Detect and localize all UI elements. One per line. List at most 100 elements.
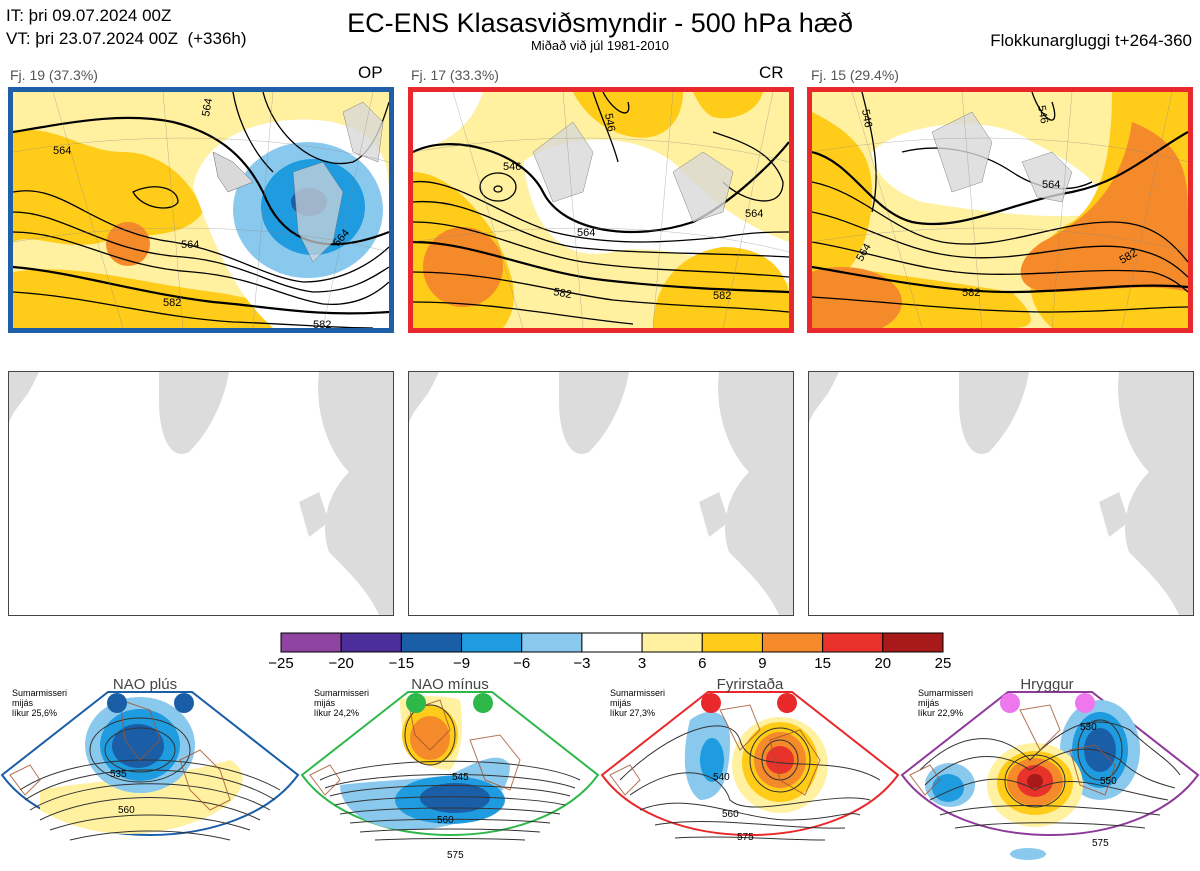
- colorbar-tick-label: 6: [698, 655, 707, 672]
- regime-3-note-line-3: líkur 27,3%: [610, 708, 656, 718]
- cluster-3-contour-label-5: 582: [962, 287, 980, 299]
- regime-1-title: NAO plús: [112, 676, 178, 693]
- regime-2-label-1: 545: [452, 772, 469, 783]
- land-mask-1: [9, 372, 393, 615]
- cluster-2-contour-label-4: 564: [745, 208, 763, 220]
- regime-4-label-3: 575: [1092, 838, 1109, 849]
- page-title: EC-ENS Klasasviðsmyndir - 500 hPa hæð: [347, 8, 853, 38]
- regime-3-label-3: 575: [737, 832, 754, 843]
- regime-ridge: 530 550 575 Hryggur Sumarmisseri mijás l…: [900, 670, 1200, 870]
- cluster-3-map: 546 546 564 564 582 582: [807, 87, 1193, 333]
- regime-3-title: Fyrirstaða: [716, 676, 784, 693]
- colorbar-segment: [761, 632, 824, 653]
- regime-2-note-line-1: Sumarmisseri: [314, 688, 370, 698]
- cluster-3-contour-label-4: 564: [1042, 179, 1060, 191]
- cluster-1-contour-label-6: 582: [313, 319, 331, 328]
- colorbar-segment: [280, 632, 342, 653]
- cluster-2-contour-label-6: 582: [713, 290, 731, 302]
- colorbar-tick-label: −6: [513, 655, 531, 672]
- regime-3-dot-left: [701, 693, 721, 713]
- colorbar-segment: [581, 632, 643, 653]
- cluster-2-contour-label-3: 564: [577, 227, 595, 239]
- regime-3-label-2: 560: [722, 809, 739, 820]
- cluster-1-map: 564 564 564 564 582 582: [8, 87, 394, 333]
- cluster-3-label: Fj. 15 (29.4%): [811, 67, 899, 83]
- regime-1-map: 535 560: [0, 691, 300, 841]
- colorbar-tick-label: −20: [328, 655, 354, 672]
- colorbar-tick-label: −25: [268, 655, 294, 672]
- regime-4-dot-left: [1000, 693, 1020, 713]
- cluster-2-tag: CR: [759, 63, 784, 82]
- regime-4-label-1: 530: [1080, 722, 1097, 733]
- land-mask-3: [809, 372, 1193, 615]
- colorbar-tick-label: 20: [874, 655, 892, 672]
- regime-2-dot-right: [473, 693, 493, 713]
- regime-1-note-line-2: mijás: [12, 698, 34, 708]
- regime-3-dot-right: [777, 693, 797, 713]
- regime-3-label-1: 540: [713, 772, 730, 783]
- regime-nao-plus: 535 560 NAO plús Sumarmisseri mijás líku…: [0, 670, 300, 870]
- regime-4-title: Hryggur: [1020, 676, 1074, 693]
- cluster-window: Flokkunargluggi t+264-360: [990, 31, 1192, 50]
- page-subtitle: Miðað við júl 1981-2010: [530, 38, 670, 53]
- colorbar-segment: [641, 632, 703, 653]
- colorbar-tick-label: 3: [637, 655, 647, 672]
- cluster-3-empty-map: [808, 371, 1194, 616]
- regime-4-note-line-2: mijás: [918, 698, 940, 708]
- cluster-2-label: Fj. 17 (33.3%): [411, 67, 499, 83]
- regime-2-label-2: 560: [437, 815, 454, 826]
- header-times: IT: þri 09.07.2024 00Z VT: þri 23.07.202…: [6, 4, 247, 50]
- colorbar-tick-label: 9: [758, 655, 767, 672]
- regime-2-map: 545 560 575: [300, 691, 600, 861]
- regime-4-label-2: 550: [1100, 776, 1117, 787]
- regime-4-map: 530 550 575: [900, 691, 1200, 860]
- cluster-1-contour-label-2: 564: [200, 97, 215, 117]
- regime-1-note-line-1: Sumarmisseri: [12, 688, 68, 698]
- regime-2-note-line-2: mijás: [314, 698, 336, 708]
- cluster-2-empty-map: [408, 371, 794, 616]
- colorbar-segment: [521, 632, 583, 653]
- regime-2-label-3: 575: [447, 850, 464, 861]
- cluster-2-contour-label-2: 546: [602, 112, 617, 132]
- regime-3-note: Sumarmisseri mijás líkur 27,3%: [610, 688, 665, 718]
- cluster-3-field: 546 546 564 564 582 582: [812, 92, 1188, 328]
- cluster-1-contour-label-3: 564: [181, 239, 199, 251]
- land-mask-2: [409, 372, 793, 615]
- cluster-2-field: 546 546 564 564 582 582: [413, 92, 789, 328]
- regime-4-note-line-3: líkur 22,9%: [918, 708, 964, 718]
- colorbar-segment: [461, 632, 523, 653]
- regime-3-note-line-2: mijás: [610, 698, 632, 708]
- cluster-3-contour-label-2: 546: [1035, 104, 1050, 124]
- colorbar-segment: [701, 632, 763, 653]
- colorbar-tick-label: −3: [573, 655, 591, 672]
- regime-2-dot-left: [406, 693, 426, 713]
- regime-1-dot-right: [174, 693, 194, 713]
- regime-blocking: 540 560 575 Fyrirstaða Sumarmisseri mijá…: [600, 670, 900, 870]
- colorbar-tick-label: −15: [388, 655, 415, 672]
- cluster-2-map: 546 546 564 564 582 582: [408, 87, 794, 333]
- regime-1-dot-left: [107, 693, 127, 713]
- colorbar-segment: [822, 632, 884, 653]
- regime-2-note: Sumarmisseri mijás líkur 24,2%: [314, 688, 369, 718]
- colorbar: [280, 632, 944, 653]
- cluster-1-tag: OP: [358, 63, 383, 82]
- colorbar-tick-label: 25: [934, 655, 952, 672]
- colorbar-segment: [400, 632, 463, 653]
- cluster-2-contour-label-1: 546: [503, 161, 521, 173]
- colorbar-tick-label: 15: [814, 655, 831, 672]
- regime-4-dot-right: [1075, 693, 1095, 713]
- cluster-2-contour-label-5: 582: [552, 286, 572, 301]
- regime-2-title: NAO mínus: [411, 676, 489, 693]
- regime-1-note-line-3: líkur 25,6%: [12, 708, 58, 718]
- regime-3-map: 540 560 575: [600, 691, 900, 843]
- regime-4-note-line-1: Sumarmisseri: [918, 688, 974, 698]
- cluster-1-empty-map: [8, 371, 394, 616]
- regime-1-note: Sumarmisseri mijás líkur 25,6%: [12, 688, 67, 718]
- cluster-3-contour-label-1: 546: [859, 108, 874, 128]
- colorbar-segment: [340, 632, 402, 653]
- regime-1-label-1: 535: [110, 769, 127, 780]
- regime-nao-minus: 545 560 575 NAO mínus Sumarmisseri mijás…: [300, 670, 600, 870]
- valid-time: VT: þri 23.07.2024 00Z (+336h): [6, 29, 247, 48]
- cluster-1-label: Fj. 19 (37.3%): [10, 67, 98, 83]
- cluster-1-field: 564 564 564 564 582 582: [13, 92, 389, 328]
